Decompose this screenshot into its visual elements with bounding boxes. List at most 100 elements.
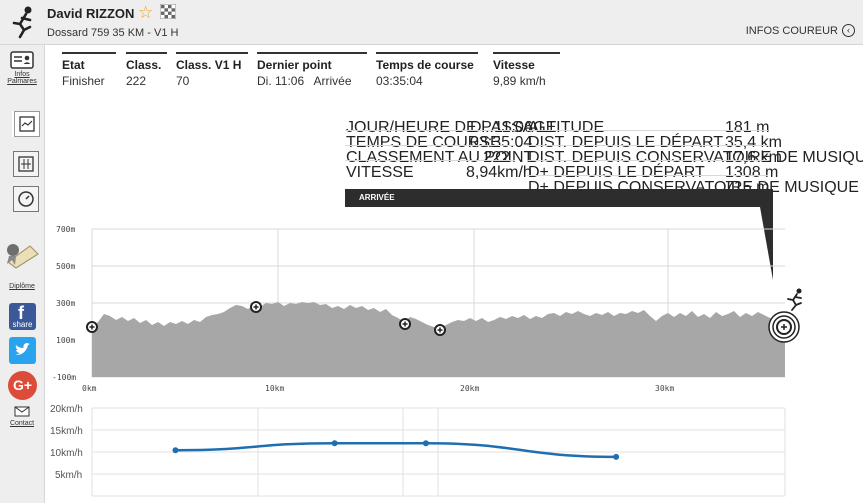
tab-profile[interactable] [14, 111, 40, 137]
diplome-link[interactable]: Diplôme [9, 283, 35, 290]
finish-flag-icon [160, 4, 176, 19]
info-key: DIST. DEPUIS CONSERVATOIRE DE MUSIQUE [528, 149, 863, 166]
runner-logo-icon [12, 6, 32, 39]
y-tick-label: 700m [56, 225, 75, 234]
summary-temps: Temps de course 03:35:04 [376, 52, 478, 88]
tab-timing[interactable] [13, 186, 39, 212]
info-value: 181 m [725, 119, 770, 136]
contact-link[interactable]: Contact [9, 420, 35, 427]
infos-label: Infos [14, 71, 30, 78]
speed-point[interactable] [422, 440, 429, 447]
runner-name: David RIZZON [47, 6, 135, 21]
favorite-star-icon[interactable]: ☆ [138, 3, 154, 22]
infos-palmares-link[interactable]: Infos Palmares [0, 71, 44, 85]
speed-grid [91, 407, 786, 497]
checkpoint-marker[interactable] [86, 321, 98, 333]
summary-vitesse: Vitesse 9,89 km/h [493, 52, 560, 88]
speed-point[interactable] [172, 447, 179, 454]
x-tick-label: 10km [265, 384, 284, 393]
twitter-icon[interactable] [9, 337, 36, 364]
summary-etat: Etat Finisher [62, 52, 116, 88]
chevron-left-circle-icon: ‹ [842, 24, 855, 37]
summary-label: Temps de course [376, 58, 474, 72]
info-value: 222 [483, 149, 510, 166]
runner-position-icon [787, 288, 802, 311]
runner-header: David RIZZON ☆ Dossard 759 35 KM - V1 H … [0, 0, 863, 45]
dossard-info: Dossard 759 35 KM - V1 H [47, 27, 179, 39]
summary-bar [62, 52, 116, 54]
summary-class: Class. 222 [126, 52, 167, 88]
palmares-label: Palmares [7, 78, 37, 85]
diploma-scroll-icon[interactable] [4, 240, 42, 270]
summary-dernier-point: Dernier point Di. 11:06 Arrivée [257, 52, 367, 88]
info-divider [527, 145, 768, 146]
y-tick-label: 500m [56, 262, 75, 271]
infos-coureur-link[interactable]: INFOS COUREUR ‹ [746, 24, 855, 37]
speed-series [172, 440, 620, 460]
info-divider [527, 175, 768, 176]
info-key: JOUR/HEURE DE PASSAGE [346, 119, 557, 136]
info-divider [345, 130, 515, 131]
facebook-share-icon[interactable]: f share [9, 303, 36, 330]
checkpoint-marker[interactable] [250, 301, 262, 313]
summary-value: 222 [126, 74, 147, 88]
summary-bar [176, 52, 248, 54]
info-divider [345, 160, 515, 161]
speed-point[interactable] [331, 440, 338, 447]
speed-y-label: 15km/h [50, 426, 83, 437]
summary-label: Class. [126, 58, 162, 72]
facebook-share-label: share [12, 320, 33, 329]
info-key: TEMPS DE COURSE [346, 134, 501, 151]
tooltip-pointer [760, 193, 773, 280]
summary-value: 03:35:04 [376, 74, 423, 88]
x-tick-label: 20km [460, 384, 479, 393]
speed-y-label: 20km/h [50, 404, 83, 415]
twitter-bird-glyph [15, 342, 30, 355]
x-tick-label: 30km [655, 384, 674, 393]
y-tick-label: 100m [56, 336, 75, 345]
infos-coureur-label: INFOS COUREUR [745, 24, 838, 37]
checkpoint-name-bar: ARRIVÉE [345, 189, 773, 207]
tab-table[interactable] [13, 151, 39, 177]
info-divider [527, 160, 768, 161]
summary-value: 70 [176, 74, 190, 88]
google-plus-icon[interactable]: G+ [8, 371, 37, 400]
speed-y-label: 10km/h [50, 448, 83, 459]
summary-bar [126, 52, 167, 54]
envelope-icon[interactable] [14, 406, 30, 417]
info-key: CLASSEMENT AU POINT [346, 149, 534, 166]
id-card-icon[interactable] [10, 51, 34, 69]
summary-class-category: Class. V1 H 70 [176, 52, 248, 88]
y-tick-label: 300m [56, 299, 75, 308]
summary-bar [493, 52, 560, 54]
summary-label: Vitesse [493, 58, 535, 72]
facebook-f-glyph: f [18, 303, 24, 323]
stopwatch-icon [18, 191, 34, 207]
elevation-area [92, 302, 785, 377]
grid-table-icon [18, 156, 34, 172]
info-key: DIST. DEPUIS LE DÉPART [528, 134, 724, 151]
checkpoint-markers [86, 301, 446, 336]
summary-label: Class. V1 H [176, 58, 242, 72]
y-tick-label: -100m [52, 373, 76, 382]
x-tick-label: 0km [82, 384, 97, 393]
speed-chart: 20km/h 15km/h 10km/h 5km/h [50, 404, 786, 497]
summary-bar [257, 52, 367, 54]
summary-label: Etat [62, 58, 85, 72]
checkpoint-marker[interactable] [434, 324, 446, 336]
speed-y-label: 5km/h [55, 470, 82, 481]
summary-value: Di. 11:06 Arrivée [257, 74, 352, 88]
info-key: D+ DEPUIS LE DÉPART [528, 164, 705, 181]
speed-point[interactable] [613, 453, 620, 460]
info-key: VITESSE [346, 164, 414, 181]
summary-value: 9,89 km/h [493, 74, 546, 88]
sidebar: Infos Palmares Diplôme f share [0, 45, 45, 503]
summary-label: Dernier point [257, 58, 332, 72]
profile-chart-icon [19, 116, 35, 132]
summary-bar [376, 52, 478, 54]
info-key: ALTITUDE [528, 119, 605, 136]
checkpoint-marker[interactable] [399, 318, 411, 330]
speed-line [175, 441, 617, 459]
finish-target-icon[interactable] [768, 311, 800, 343]
